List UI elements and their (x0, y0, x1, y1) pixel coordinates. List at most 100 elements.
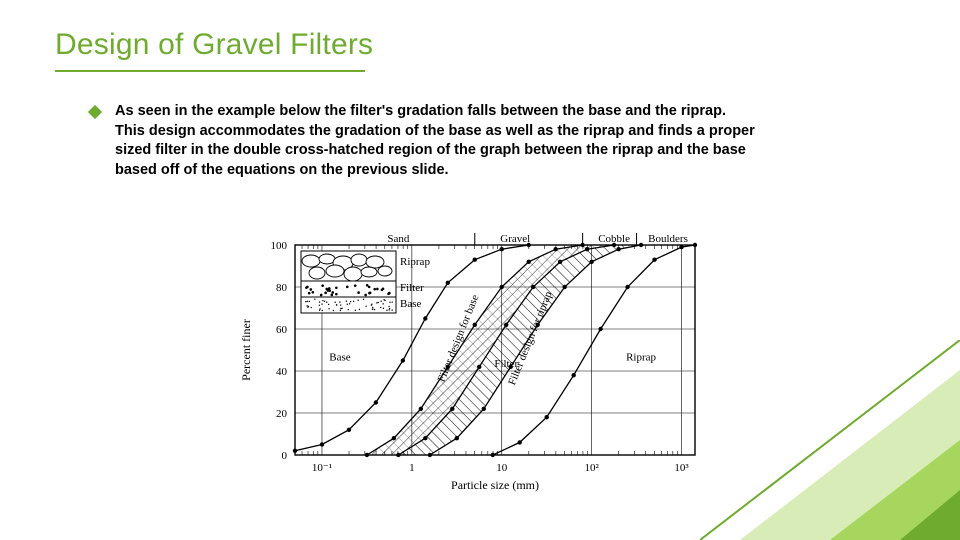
inset-filter-dot (376, 288, 379, 291)
inset-base-dot (336, 304, 337, 305)
inset-rock (344, 267, 362, 281)
inset-filter-dot (330, 294, 333, 297)
inset-base-dot (371, 304, 372, 305)
series-point (500, 247, 504, 251)
inset-base-dot (384, 300, 385, 301)
inset-filter-dot (324, 292, 327, 295)
inset-base-dot (307, 301, 308, 302)
series-point (500, 285, 504, 289)
inset-base-dot (340, 310, 341, 311)
corner-dark (900, 490, 960, 540)
series-point (679, 245, 683, 249)
series-point (455, 436, 459, 440)
inset-base-dot (389, 309, 390, 310)
series-point (482, 407, 486, 411)
inset-rock (378, 266, 392, 276)
x-tick-label: 10³ (674, 462, 689, 474)
corner-decoration (700, 340, 960, 540)
inset-rock (302, 255, 320, 267)
y-tick-label: 20 (276, 408, 288, 420)
series-point (473, 258, 477, 262)
inset-filter-dot (321, 284, 324, 287)
series-point (531, 285, 535, 289)
inset-base-dot (391, 309, 392, 310)
inset-base-dot (383, 308, 384, 309)
series-point (473, 323, 477, 327)
inset-base-dot (322, 310, 323, 311)
x-tick-label: 10² (584, 462, 599, 474)
series-point (423, 436, 427, 440)
inset-filter-dot (306, 286, 309, 289)
inset-filter-dot (308, 292, 311, 295)
body-text: As seen in the example below the filter'… (115, 102, 755, 180)
series-point (527, 260, 531, 264)
series-point (580, 243, 584, 247)
inset-base-dot (357, 300, 358, 301)
series-point (446, 281, 450, 285)
series-point (589, 260, 593, 264)
inset-label: Filter (400, 282, 424, 294)
series-point (428, 453, 432, 457)
bullet-row: As seen in the example below the filter'… (90, 102, 755, 180)
inset-base-dot (365, 305, 366, 306)
y-tick-label: 40 (276, 366, 288, 378)
inset-filter-dot (354, 284, 357, 287)
inset-base-dot (391, 301, 392, 302)
inset-base-dot (380, 307, 381, 308)
series-point (392, 436, 396, 440)
inset-base-dot (386, 310, 387, 311)
x-axis-label: Particle size (mm) (451, 478, 539, 492)
inset-filter-dot (357, 291, 360, 294)
inset-rock (366, 256, 384, 268)
inset-filter-dot (335, 293, 338, 296)
x-tick-label: 10 (496, 462, 508, 474)
inset-base-dot (334, 302, 335, 303)
inset-base-dot (381, 300, 382, 301)
y-tick-label: 0 (282, 450, 288, 462)
inset-filter-dot (388, 292, 391, 295)
inset-rock (326, 265, 344, 277)
inset-filter-dot (364, 294, 367, 297)
series-point (562, 285, 566, 289)
series-point (347, 428, 351, 432)
gradation-chart: 02040608010010⁻¹11010²10³SandGravelCobbl… (225, 225, 735, 505)
inset-base-dot (306, 305, 307, 306)
inset-base-dot (372, 307, 373, 308)
inset-base-dot (319, 309, 320, 310)
inset-filter-dot (366, 284, 369, 287)
slide: Design of Gravel Filters As seen in the … (0, 0, 960, 540)
x-tick-label: 1 (409, 462, 415, 474)
inset-base-dot (321, 303, 322, 304)
series-point (612, 243, 616, 247)
series-point (423, 316, 427, 320)
inset-base-dot (339, 301, 340, 302)
inset-base-dot (355, 310, 356, 311)
series-point (693, 243, 697, 247)
inset-filter-dot (312, 291, 315, 294)
series-point (450, 407, 454, 411)
series-point (401, 358, 405, 362)
inset-base-dot (389, 302, 390, 303)
series-point (320, 442, 324, 446)
y-tick-label: 80 (276, 282, 288, 294)
inset-filter-dot (325, 288, 328, 291)
inset-base-dot (389, 308, 390, 309)
series-point (504, 323, 508, 327)
inset-base-dot (363, 299, 364, 300)
series-point (374, 400, 378, 404)
series-point (625, 285, 629, 289)
category-label: Boulders (648, 233, 688, 245)
inset-filter-dot (331, 291, 334, 294)
inset-base-dot (353, 301, 354, 302)
series-point (571, 373, 575, 377)
inset-base-dot (324, 301, 325, 302)
corner-mid (830, 440, 960, 540)
series-point (491, 453, 495, 457)
inset-base-dot (319, 308, 320, 309)
inset-base-dot (341, 308, 342, 309)
inset-base-dot (328, 304, 329, 305)
series-point (598, 327, 602, 331)
series-point (585, 247, 589, 251)
inset-rock (351, 254, 367, 266)
inset-base-dot (376, 302, 377, 303)
